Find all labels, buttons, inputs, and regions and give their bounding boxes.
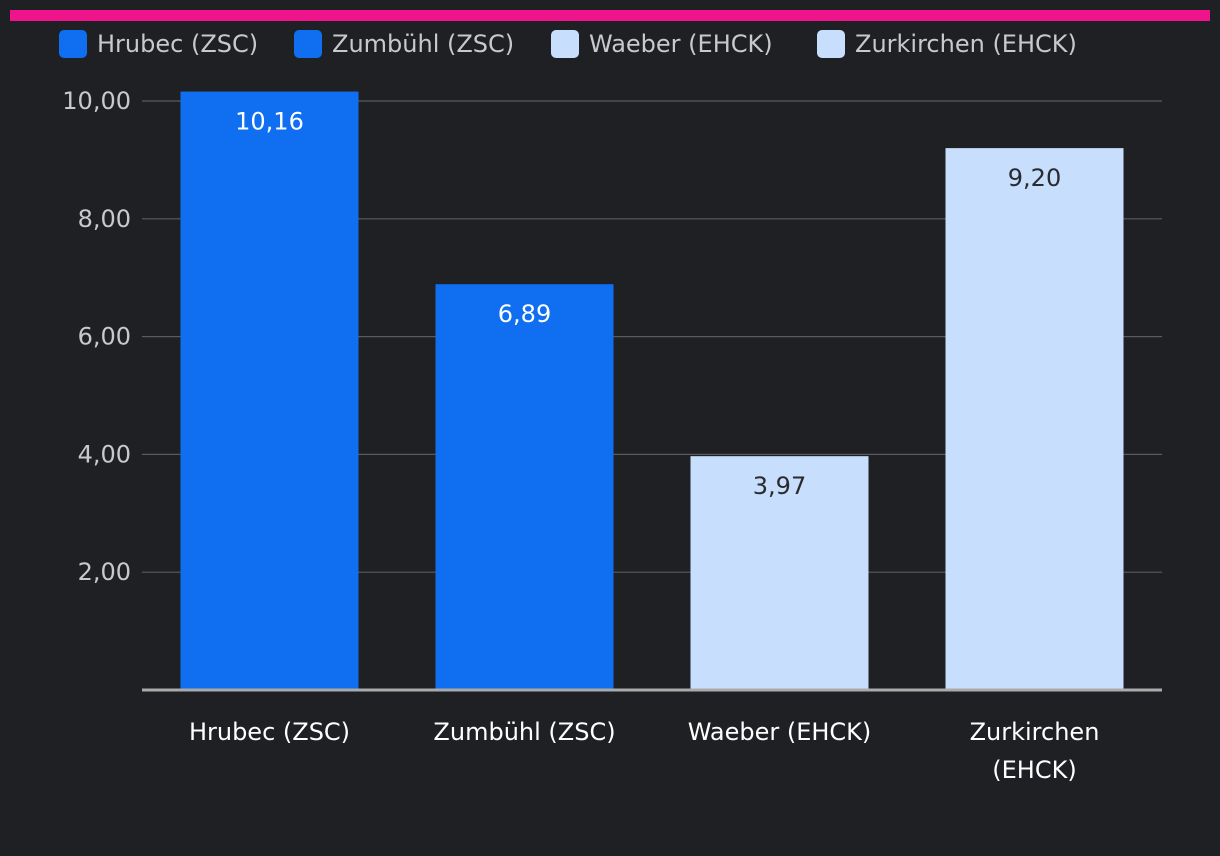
x-category-label: Waeber (EHCK) xyxy=(688,718,872,746)
bar-value-label: 3,97 xyxy=(753,472,806,500)
bars: 10,16 6,89 3,97 9,20 xyxy=(180,91,1124,691)
legend-label: Zumbühl (ZSC) xyxy=(332,30,514,58)
bar-value-label: 10,16 xyxy=(235,108,304,136)
legend-label: Waeber (EHCK) xyxy=(589,30,773,58)
y-tick-label: 6,00 xyxy=(78,323,131,351)
x-category-label: Zurkirchen xyxy=(970,718,1100,746)
x-category-label: Hrubec (ZSC) xyxy=(189,718,350,746)
legend: Hrubec (ZSC) Zumbühl (ZSC) Waeber (EHCK) Zu… xyxy=(59,30,1077,58)
x-category-label: (EHCK) xyxy=(992,756,1076,784)
bar-value-label: 6,89 xyxy=(498,300,551,328)
bar xyxy=(690,456,869,690)
legend-swatch xyxy=(817,30,845,58)
legend-swatch xyxy=(551,30,579,58)
y-axis-ticks: 2,00 4,00 6,00 8,00 10,00 xyxy=(62,87,131,586)
bar xyxy=(435,284,614,690)
legend-label: Hrubec (ZSC) xyxy=(97,30,258,58)
y-tick-label: 10,00 xyxy=(62,87,131,115)
bar xyxy=(945,148,1124,690)
x-category-label: Zumbühl (ZSC) xyxy=(433,718,615,746)
legend-swatch xyxy=(294,30,322,58)
bar xyxy=(180,91,359,691)
x-axis-labels: Hrubec (ZSC) Zumbühl (ZSC) Waeber (EHCK) Zu… xyxy=(189,718,1099,784)
bar-value-label: 9,20 xyxy=(1008,164,1061,192)
y-tick-label: 4,00 xyxy=(78,440,131,468)
accent-top-bar xyxy=(10,10,1210,21)
legend-swatch xyxy=(59,30,87,58)
legend-label: Zurkirchen (EHCK) xyxy=(855,30,1077,58)
y-tick-label: 8,00 xyxy=(78,205,131,233)
y-tick-label: 2,00 xyxy=(78,558,131,586)
